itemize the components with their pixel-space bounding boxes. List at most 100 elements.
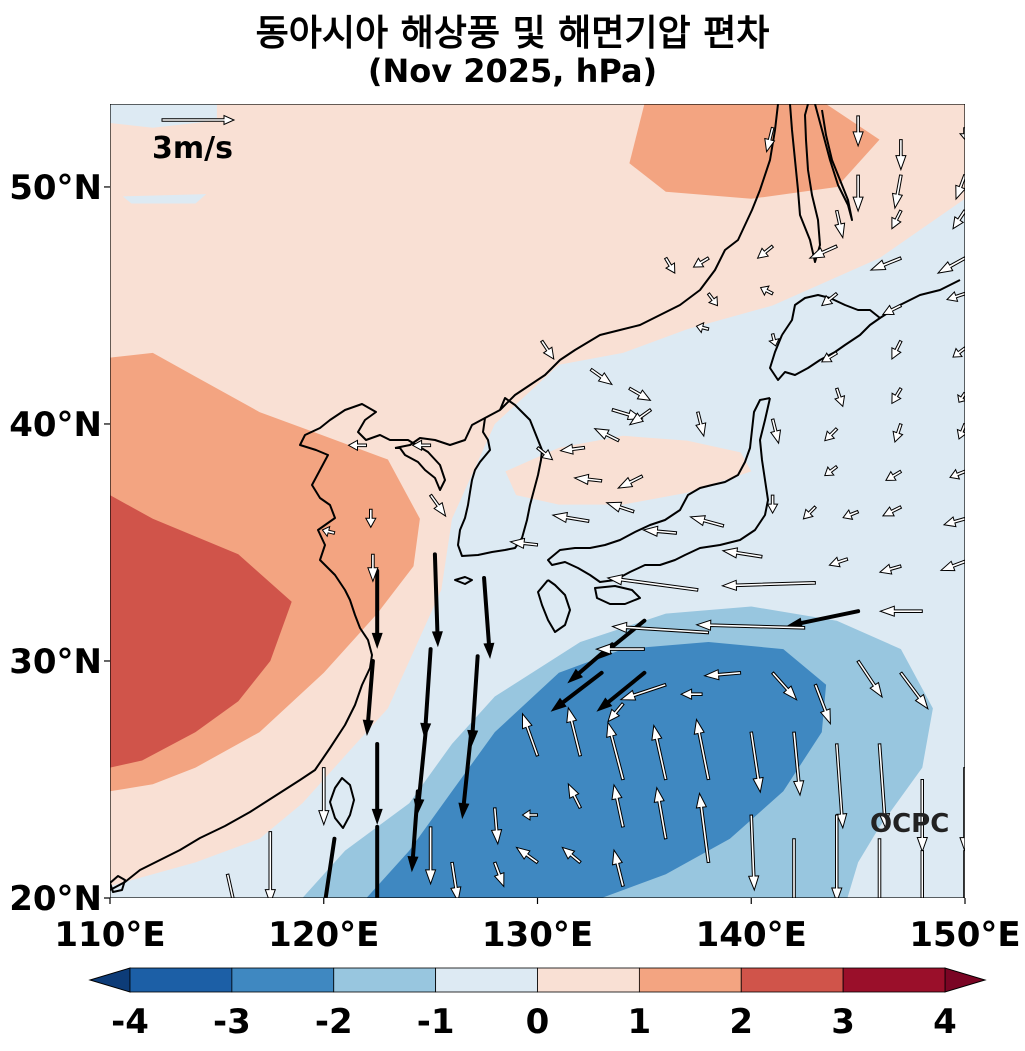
wind-vector-white [945, 290, 965, 303]
wind-vector-white [949, 468, 965, 480]
wind-vector-white [878, 563, 902, 575]
wind-vector-black [596, 670, 647, 712]
wind-vector-white [939, 559, 965, 572]
wind-vector-black [431, 552, 443, 648]
wind-vector-white [813, 683, 831, 726]
wind-vector-white [936, 256, 965, 274]
wind-vector-black [375, 824, 380, 898]
y-tick-label: 30°N [9, 642, 102, 682]
colorbar-label: 0 [526, 1002, 550, 1042]
colorbar: -4 -3 -2 -1 0 1 2 3 4 [88, 967, 987, 1042]
wind-vector-white [792, 838, 796, 898]
wind-vector-black [550, 670, 604, 712]
wind-vector-white [706, 292, 719, 307]
coastline-liaodong [394, 104, 779, 449]
wind-vector-white [364, 508, 377, 529]
wind-vector-white [225, 873, 235, 898]
wind-vector-white [852, 174, 864, 213]
chart-subtitle: (Nov 2025, hPa) [367, 52, 658, 90]
colorbar-label: -4 [111, 1002, 149, 1042]
wind-vector-white [952, 209, 965, 230]
wind-vector-white [611, 783, 625, 828]
wind-vector-black [458, 730, 474, 820]
wind-vector-white [628, 408, 653, 426]
wind-vector-white [606, 721, 625, 781]
x-tick-label: 150°E [909, 915, 1020, 955]
colorbar-swatch [129, 967, 233, 993]
wind-vector-white [619, 682, 667, 701]
wind-vector-white [607, 702, 625, 723]
x-tick-label: 110°E [54, 915, 165, 955]
wind-vector-black [407, 789, 420, 873]
anomaly-fill-layer [110, 104, 965, 898]
wind-vector-white [834, 743, 848, 830]
wind-vector-white [747, 814, 760, 892]
colorbar-swatch [638, 967, 742, 993]
wind-vector-white [958, 127, 965, 141]
wind-vector-white [641, 525, 678, 537]
coastline-okhotsk [814, 104, 853, 221]
wind-vector-white [720, 579, 816, 591]
wind-vector-white [955, 173, 965, 201]
wind-vector-white [869, 256, 903, 271]
wind-vector-white [802, 505, 818, 520]
coastline-jeju [454, 576, 473, 585]
wind-vector-white [611, 621, 710, 635]
ocpc-logo: OCPC [870, 809, 949, 839]
wind-vector-white [515, 846, 540, 865]
wind-vector-white [679, 688, 703, 700]
wind-vector-white [768, 332, 780, 347]
wind-vector-white [891, 387, 903, 405]
wind-vector-white [589, 367, 614, 386]
wind-vector-white [852, 115, 864, 148]
colorbar-label: 1 [628, 1002, 652, 1042]
wind-vector-white [877, 838, 882, 898]
colorbar-label: 4 [933, 1002, 957, 1042]
wind-vector-white [895, 139, 907, 172]
wind-vector-white [891, 209, 903, 230]
wind-vector-white [842, 508, 860, 520]
wind-vector-white [831, 814, 843, 898]
wind-vector-white [566, 706, 583, 757]
wind-vector-black [362, 658, 375, 736]
colorbar-extend-min [88, 967, 131, 993]
white-vector-layer [225, 115, 965, 898]
wind-vector-white [756, 244, 775, 259]
wind-vector-white [573, 473, 603, 486]
wind-vector-white [881, 303, 903, 316]
wind-vector-white [881, 505, 903, 517]
coastline-shikoku [594, 585, 641, 605]
coastline-layer [110, 104, 961, 893]
wind-vector-white [490, 807, 503, 846]
wind-vector-white [367, 553, 379, 583]
anomaly-region [629, 104, 880, 199]
wind-vector-white [695, 791, 711, 864]
coastline-kyushu [537, 579, 571, 633]
wind-vector-white [878, 605, 923, 617]
wind-vector-white [877, 743, 891, 830]
anomaly-region [110, 104, 965, 887]
wind-vector-white [540, 339, 555, 360]
coastline-korea [457, 397, 543, 557]
wind-vector-white [561, 846, 582, 865]
wind-vector-white [628, 386, 652, 402]
wind-vector-white [593, 427, 620, 443]
wind-vector-white [663, 256, 676, 274]
wind-vector-white [606, 574, 699, 592]
colorbar-swatch [842, 967, 946, 993]
wind-vector-white [820, 291, 839, 307]
colorbar-swatch [537, 967, 640, 993]
wind-vector-white [692, 256, 710, 268]
wind-vector-white [942, 516, 965, 528]
reference-vector-label: 3m/s [152, 131, 233, 166]
coastline-china [110, 403, 446, 891]
wind-vector-white [559, 443, 586, 455]
coastline-honshu [547, 397, 771, 583]
wind-vector-white [492, 861, 505, 888]
wind-vector-white [769, 418, 782, 445]
wind-vector-white [891, 174, 904, 210]
wind-vector-white [535, 445, 554, 461]
y-tick-label: 50°N [9, 168, 102, 208]
x-tick-label: 120°E [268, 915, 379, 955]
